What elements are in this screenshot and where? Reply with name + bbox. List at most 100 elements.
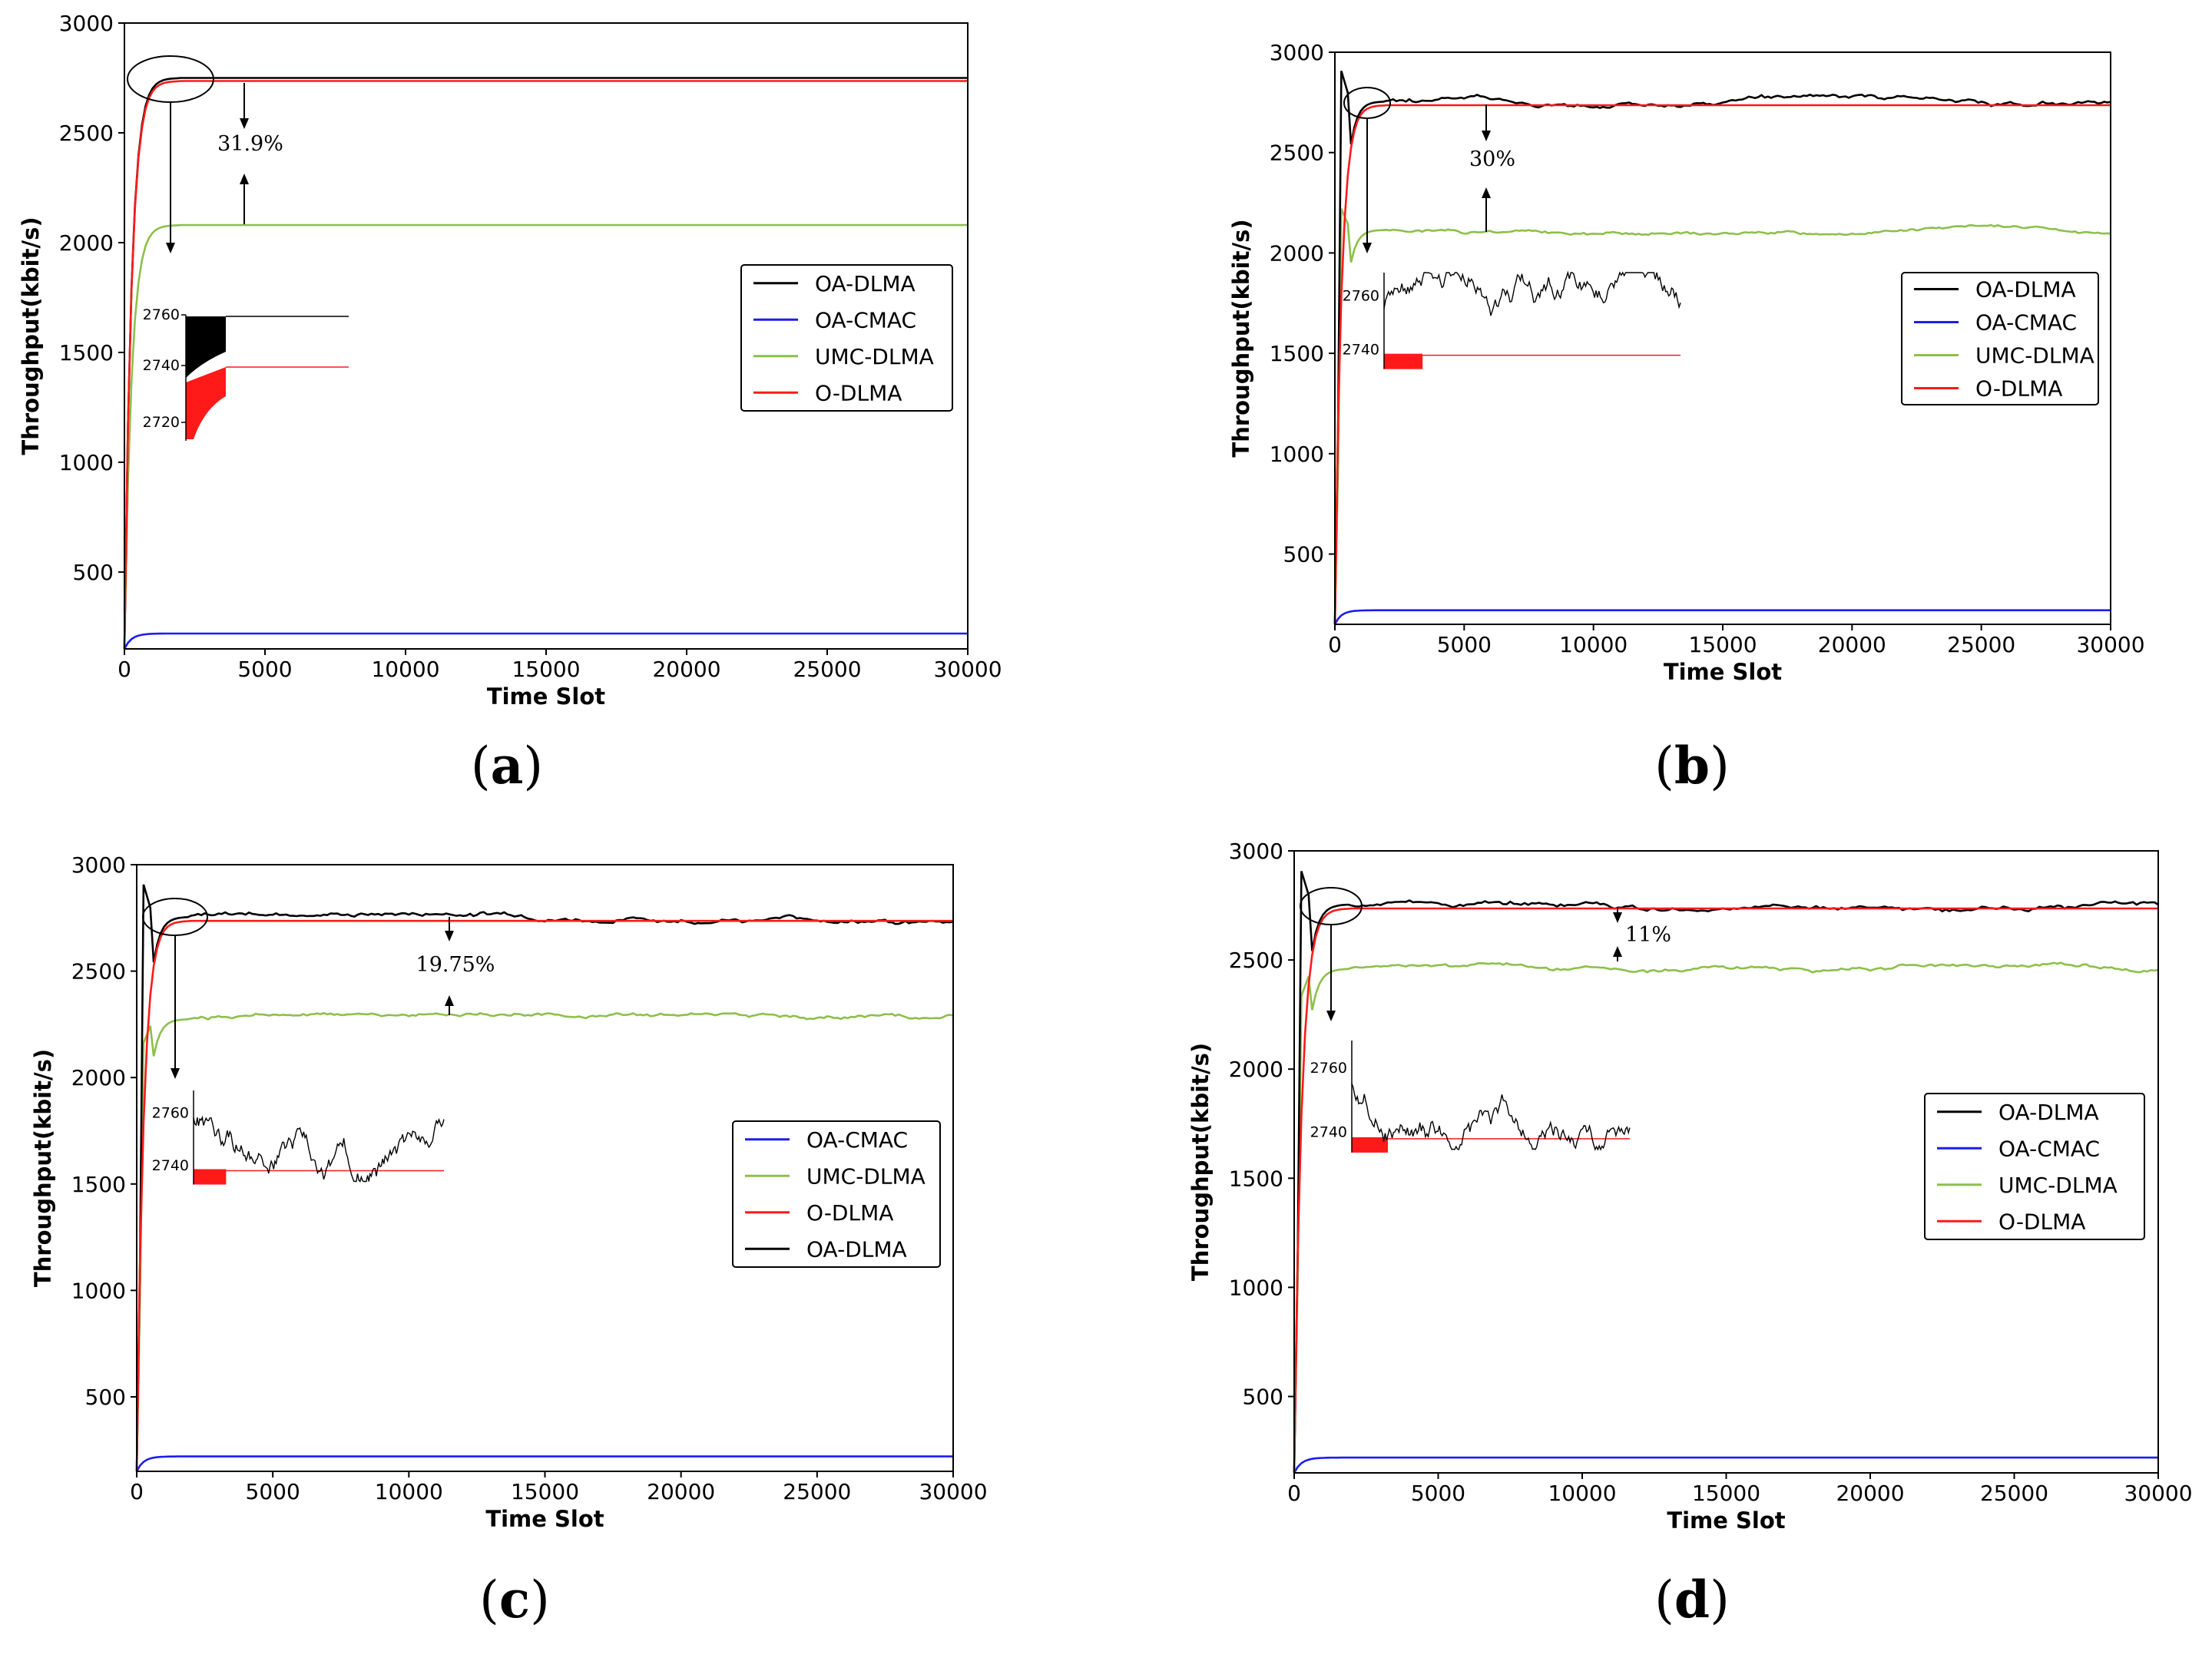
x-tick-label: 15000	[512, 657, 580, 682]
legend-entry: UMC-DLMA	[1975, 343, 2094, 369]
inset-block-o-dlma	[194, 1169, 227, 1185]
x-tick-label: 0	[130, 1479, 144, 1504]
x-tick-label: 20000	[647, 1479, 715, 1504]
legend-box	[732, 1120, 941, 1268]
x-tick-label: 10000	[371, 657, 439, 682]
panel-label-letter: b	[1674, 736, 1710, 796]
x-tick-label: 15000	[1692, 1481, 1760, 1506]
legend-box	[740, 264, 953, 412]
y-tick-label: 2500	[59, 121, 114, 146]
gap-annotation: 30%	[1469, 147, 1515, 171]
inset-block-o-dlma	[1384, 353, 1423, 369]
y-tick-label: 2500	[1270, 141, 1324, 166]
y-tick-label: 1000	[1229, 1275, 1283, 1300]
panel-label-letter: d	[1674, 1570, 1710, 1630]
panel-label: (d)	[1654, 1570, 1730, 1630]
zoom-arrow-head	[166, 243, 175, 253]
y-tick-label: 500	[1243, 1385, 1283, 1410]
y-tick-label: 1500	[1270, 341, 1324, 366]
series-line-oa-dlma	[123, 77, 968, 650]
y-tick-label: 1500	[59, 340, 114, 366]
panel-label: (c)	[479, 1570, 550, 1630]
panel-label-close: )	[530, 1570, 550, 1630]
inset-block-o-dlma	[186, 367, 226, 439]
x-tick-label: 25000	[793, 657, 861, 682]
inset-tick-label: 2760	[1343, 287, 1379, 304]
x-tick-label: 20000	[1836, 1481, 1904, 1506]
x-tick-label: 0	[118, 657, 131, 682]
gap-arrow-down-head	[445, 931, 454, 941]
series-line-o-dlma	[123, 80, 968, 650]
panel-label: (a)	[471, 736, 543, 796]
legend-entry: UMC-DLMA	[806, 1163, 926, 1189]
x-axis-label: Time Slot	[1667, 1507, 1785, 1534]
x-axis-label: Time Slot	[485, 1506, 604, 1532]
gap-annotation: 31.9%	[217, 132, 283, 156]
panel-label-close: )	[1710, 1570, 1730, 1630]
legend-entry: O-DLMA	[1998, 1209, 2085, 1234]
legend-entry: OA-DLMA	[1975, 277, 2076, 303]
y-tick-label: 2500	[1229, 948, 1283, 973]
x-tick-label: 25000	[1947, 632, 2015, 657]
zoom-arrow-head	[1326, 1011, 1336, 1021]
zoom-inset: 2760 2740	[152, 1090, 445, 1185]
panel-label-close: )	[1710, 736, 1730, 796]
y-tick-label: 2500	[71, 959, 126, 984]
y-tick-label: 2000	[59, 230, 114, 256]
x-tick-label: 30000	[919, 1479, 987, 1504]
x-tick-label: 0	[1328, 632, 1342, 657]
legend-entry: UMC-DLMA	[1998, 1173, 2118, 1198]
panel-label-open: (	[1654, 736, 1674, 796]
x-tick-label: 10000	[375, 1479, 443, 1504]
zoom-inset: 2760 2740	[1310, 1041, 1631, 1153]
y-tick-label: 3000	[1229, 839, 1283, 864]
legend-entry: OA-CMAC	[806, 1127, 908, 1153]
gap-annotation: 19.75%	[416, 953, 495, 977]
x-tick-label: 10000	[1548, 1481, 1616, 1506]
zoom-inset: 2760 2740 2720	[143, 306, 349, 441]
legend: OA-CMAC UMC-DLMA O-DLMA OA-DLMA	[732, 1120, 941, 1268]
y-tick-label: 500	[73, 560, 114, 585]
inset-tick-label: 2740	[152, 1157, 189, 1174]
legend-entry: O-DLMA	[815, 380, 902, 405]
inset-tick-label: 2760	[143, 306, 180, 323]
panel-label-letter: a	[491, 736, 524, 796]
zoom-arrow-head	[1363, 243, 1372, 253]
x-axis-label: Time Slot	[487, 683, 605, 710]
series-line-oa-cmac	[123, 632, 968, 650]
legend: OA-DLMA OA-CMAC UMC-DLMA O-DLMA	[1924, 1093, 2145, 1240]
gap-arrow-down-head	[240, 118, 249, 129]
panel-label-open: (	[479, 1570, 499, 1630]
inset-tick-label: 2740	[143, 357, 180, 374]
legend-entry: O-DLMA	[806, 1200, 893, 1226]
x-axis-label: Time Slot	[1664, 659, 1782, 685]
x-tick-label: 5000	[237, 657, 292, 682]
x-tick-label: 20000	[652, 657, 720, 682]
legend-entry: OA-DLMA	[1998, 1100, 2099, 1125]
inset-line-oa-dlma	[1351, 1083, 1631, 1151]
y-axis-label: Throughput(kbit/s)	[30, 1049, 56, 1287]
y-tick-label: 1000	[71, 1278, 126, 1303]
legend: OA-DLMA OA-CMAC UMC-DLMA O-DLMA	[740, 264, 953, 412]
gap-annotation: 11%	[1625, 923, 1671, 947]
y-tick-label: 2000	[1229, 1057, 1283, 1082]
y-tick-label: 1500	[1229, 1166, 1283, 1191]
inset-tick-label: 2720	[143, 414, 180, 431]
gap-arrow-up-head	[1613, 946, 1622, 957]
chart-panel-b: 0 5000 10000 15000 20000 25000 30000 500 1000 150…	[1228, 40, 2145, 796]
y-axis-label: Throughput(kbit/s)	[1228, 219, 1254, 457]
inset-tick-label: 2760	[152, 1104, 189, 1121]
legend-entry: OA-DLMA	[806, 1236, 907, 1262]
panel-label-open: (	[471, 736, 491, 796]
chart-panel-d: 0 5000 10000 15000 20000 25000 30000 500 1000 150…	[1187, 839, 2193, 1630]
y-tick-label: 500	[85, 1385, 126, 1410]
legend-box	[1924, 1093, 2145, 1240]
plot-frame	[1334, 51, 2111, 625]
series-line-o-dlma	[1333, 104, 2111, 625]
x-tick-label: 10000	[1559, 632, 1628, 657]
x-tick-label: 5000	[246, 1479, 300, 1504]
gap-arrow-up-head	[1482, 187, 1491, 198]
y-tick-label: 3000	[59, 11, 114, 36]
gap-arrow-down-head	[1613, 912, 1622, 923]
